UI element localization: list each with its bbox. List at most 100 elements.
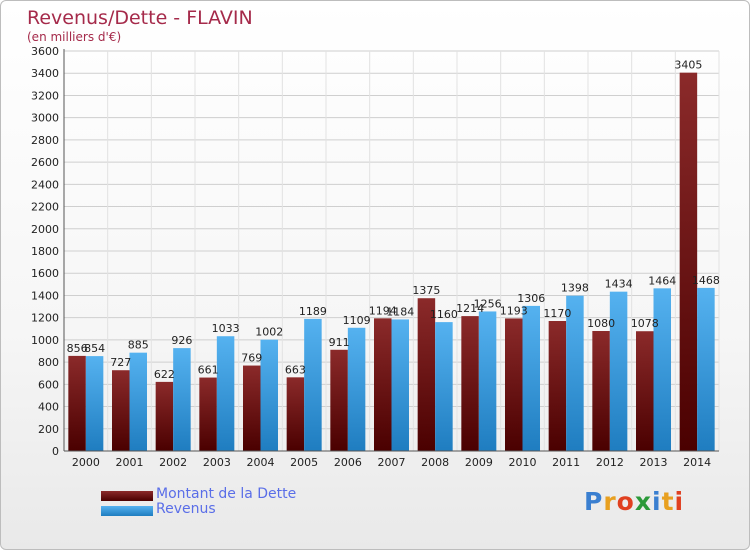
data-label-debt: 911 bbox=[329, 336, 350, 349]
bar-debt bbox=[112, 370, 130, 451]
data-label-revenue: 1256 bbox=[474, 297, 502, 310]
logo-letter: o bbox=[616, 487, 635, 516]
data-label-debt: 1193 bbox=[500, 304, 528, 317]
y-tick-label: 3000 bbox=[31, 112, 59, 125]
data-label-debt: 727 bbox=[110, 356, 131, 369]
x-tick-label: 2011 bbox=[552, 456, 580, 469]
x-tick-label: 2001 bbox=[116, 456, 144, 469]
data-label-revenue: 1160 bbox=[430, 308, 458, 321]
x-tick-label: 2014 bbox=[683, 456, 711, 469]
bar-revenue bbox=[566, 295, 584, 451]
legend-label-revenue: Revenus bbox=[156, 501, 216, 517]
y-tick-label: 2000 bbox=[31, 223, 59, 236]
data-label-revenue: 854 bbox=[84, 342, 105, 355]
data-label-debt: 1170 bbox=[543, 307, 571, 320]
x-tick-label: 2012 bbox=[596, 456, 624, 469]
data-label-debt: 769 bbox=[241, 352, 262, 365]
y-tick-label: 400 bbox=[38, 401, 59, 414]
y-tick-label: 800 bbox=[38, 356, 59, 369]
x-tick-label: 2010 bbox=[509, 456, 537, 469]
y-tick-label: 200 bbox=[38, 423, 59, 436]
x-tick-label: 2005 bbox=[290, 456, 318, 469]
bar-revenue bbox=[697, 287, 715, 451]
y-tick-label: 3400 bbox=[31, 67, 59, 80]
y-tick-label: 1800 bbox=[31, 245, 59, 258]
data-label-revenue: 1434 bbox=[605, 278, 633, 291]
bar-debt bbox=[68, 355, 86, 451]
data-label-debt: 663 bbox=[285, 363, 306, 376]
y-tick-label: 2200 bbox=[31, 201, 59, 214]
y-tick-label: 1600 bbox=[31, 267, 59, 280]
data-label-debt: 1214 bbox=[456, 302, 484, 315]
bar-revenue bbox=[391, 319, 409, 451]
bar-debt bbox=[636, 331, 654, 451]
y-tick-label: 1000 bbox=[31, 334, 59, 347]
x-tick-label: 2008 bbox=[421, 456, 449, 469]
data-label-revenue: 1398 bbox=[561, 282, 589, 295]
data-label-revenue: 1033 bbox=[212, 322, 240, 335]
data-label-revenue: 1189 bbox=[299, 305, 327, 318]
data-label-debt: 1194 bbox=[369, 304, 397, 317]
bar-revenue bbox=[609, 291, 628, 451]
data-label-revenue: 1002 bbox=[255, 326, 283, 339]
y-tick-label: 3200 bbox=[31, 89, 59, 102]
bar-debt bbox=[417, 298, 436, 451]
bar-debt bbox=[505, 318, 523, 451]
bar-debt bbox=[374, 318, 392, 451]
bar-revenue bbox=[478, 311, 497, 451]
bar-revenue bbox=[653, 288, 671, 451]
bar-revenue bbox=[347, 327, 366, 451]
legend-swatch-debt bbox=[101, 491, 153, 501]
y-tick-label: 0 bbox=[52, 445, 59, 458]
bar-revenue bbox=[85, 356, 104, 451]
bar-debt bbox=[243, 365, 261, 451]
y-tick-label: 2600 bbox=[31, 156, 59, 169]
y-tick-label: 1400 bbox=[31, 289, 59, 302]
bar-debt bbox=[155, 381, 174, 451]
logo-letter: i bbox=[674, 487, 685, 516]
data-label-revenue: 1306 bbox=[517, 292, 545, 305]
data-label-debt: 661 bbox=[198, 364, 219, 377]
x-tick-label: 2009 bbox=[465, 456, 493, 469]
data-label-debt: 1080 bbox=[587, 317, 615, 330]
data-label-revenue: 1464 bbox=[648, 274, 676, 287]
data-label-debt: 856 bbox=[67, 342, 88, 355]
bar-revenue bbox=[435, 322, 453, 451]
bars bbox=[68, 72, 715, 452]
y-tick-label: 3600 bbox=[31, 45, 59, 58]
x-tick-label: 2006 bbox=[334, 456, 362, 469]
bar-revenue bbox=[260, 339, 278, 451]
bar-debt bbox=[286, 377, 305, 451]
x-tick-label: 2003 bbox=[203, 456, 231, 469]
axes: 0 200 400 600 800 1000 1200 1400 1600 1800 2000 220… bbox=[31, 45, 719, 469]
bar-debt bbox=[679, 72, 698, 452]
bar-debt bbox=[461, 316, 479, 451]
bar-revenue bbox=[216, 336, 235, 451]
legend-swatch-revenue bbox=[101, 506, 153, 516]
data-label-revenue: 1109 bbox=[343, 314, 371, 327]
data-label-revenue: 1468 bbox=[692, 274, 720, 287]
x-tick-label: 2002 bbox=[159, 456, 187, 469]
x-tick-label: 2013 bbox=[640, 456, 668, 469]
y-tick-label: 1200 bbox=[31, 312, 59, 325]
legend-label-debt: Montant de la Dette bbox=[156, 486, 297, 502]
bar-debt bbox=[548, 321, 567, 451]
x-tick-label: 2007 bbox=[378, 456, 406, 469]
y-tick-label: 2400 bbox=[31, 178, 59, 191]
data-label-debt: 622 bbox=[154, 368, 175, 381]
data-label-revenue: 1184 bbox=[386, 305, 414, 318]
proxiti-logo: Proxiti bbox=[584, 487, 684, 516]
bar-debt bbox=[330, 349, 348, 451]
data-label-debt: 3405 bbox=[674, 59, 702, 72]
bar-debt bbox=[592, 331, 610, 451]
bar-revenue bbox=[522, 305, 540, 451]
logo-letter: P bbox=[584, 487, 604, 516]
chart-title: Revenus/Dette - FLAVIN bbox=[27, 7, 253, 29]
chart-subtitle: (en milliers d'€) bbox=[27, 30, 122, 44]
y-tick-label: 2800 bbox=[31, 134, 59, 147]
bar-revenue bbox=[129, 352, 147, 451]
logo-letter: r bbox=[603, 487, 617, 516]
